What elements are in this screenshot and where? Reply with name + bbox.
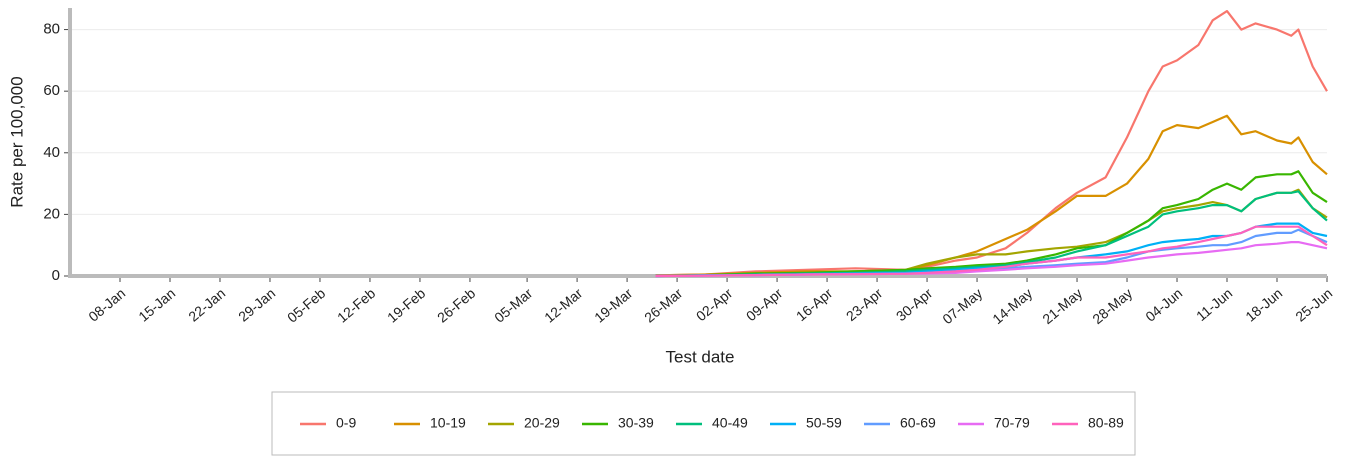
series-line (655, 10, 1328, 277)
series-line (655, 188, 1328, 277)
x-tick-label: 25-Jun (1292, 285, 1335, 325)
x-tick-label: 16-Apr (793, 285, 836, 324)
x-tick-label: 09-Apr (743, 285, 786, 324)
y-tick-label: 60 (43, 82, 60, 99)
x-tick-label: 04-Jun (1142, 285, 1185, 325)
legend-label: 50-59 (806, 415, 842, 431)
x-tick-label: 26-Mar (641, 285, 686, 326)
x-tick-label: 12-Mar (541, 285, 586, 326)
x-tick-label: 26-Feb (434, 285, 478, 326)
y-tick-label: 80 (43, 21, 60, 38)
legend-label: 0-9 (336, 415, 356, 431)
x-tick-label: 29-Jan (235, 285, 278, 325)
legend-label: 80-89 (1088, 415, 1124, 431)
x-axis-label: Test date (666, 347, 735, 366)
y-axis-label: Rate per 100,000 (7, 76, 26, 207)
x-tick-label: 30-Apr (893, 285, 936, 324)
y-tick-label: 40 (43, 144, 60, 161)
x-tick-label: 14-May (989, 285, 1035, 327)
x-tick-label: 18-Jun (1242, 285, 1285, 325)
legend-box (271, 391, 1136, 456)
x-tick-label: 08-Jan (85, 285, 128, 325)
x-tick-label: 28-May (1089, 285, 1135, 327)
x-tick-label: 15-Jan (135, 285, 178, 325)
x-tick-label: 07-May (939, 285, 985, 327)
y-tick-label: 0 (52, 267, 60, 284)
y-tick-label: 20 (43, 205, 60, 222)
series-line (655, 225, 1328, 278)
legend-label: 70-79 (994, 415, 1030, 431)
x-tick-label: 11-Jun (1193, 285, 1235, 324)
x-tick-label: 05-Mar (491, 285, 536, 326)
x-tick-label: 19-Feb (384, 285, 428, 326)
legend-label: 10-19 (430, 415, 466, 431)
legend-label: 60-69 (900, 415, 936, 431)
x-tick-label: 02-Apr (693, 285, 736, 324)
legend-label: 30-39 (618, 415, 654, 431)
x-tick-label: 21-May (1039, 285, 1085, 327)
legend-label: 20-29 (524, 415, 560, 431)
legend-label: 40-49 (712, 415, 748, 431)
series-line (655, 114, 1328, 277)
series-line (655, 170, 1328, 277)
x-tick-label: 22-Jan (185, 285, 228, 325)
x-tick-label: 05-Feb (284, 285, 328, 326)
x-tick-label: 19-Mar (591, 285, 636, 326)
x-tick-label: 23-Apr (843, 285, 886, 324)
x-tick-label: 12-Feb (334, 285, 378, 326)
